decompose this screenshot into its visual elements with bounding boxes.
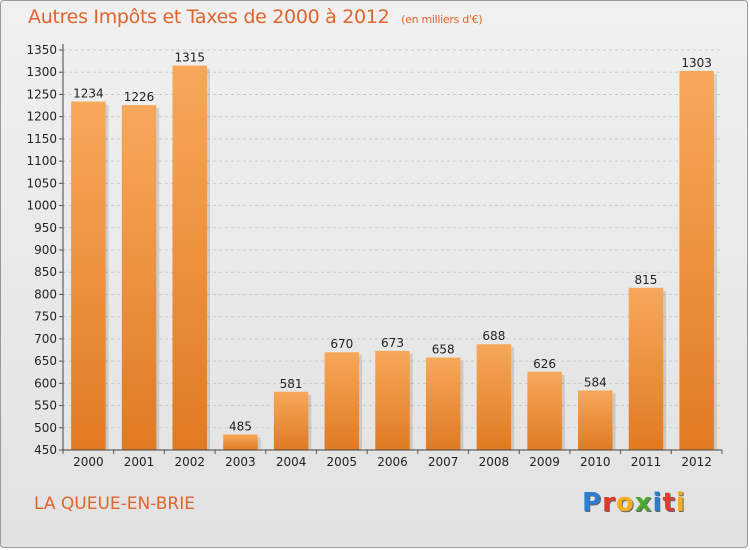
data-labels: 1234 1226 1315 485 581 670 673 658 688 626 584 815 1…: [73, 51, 712, 434]
y-tick-label: 1100: [26, 154, 57, 168]
bar: [172, 65, 207, 451]
x-tick-label: 2005: [327, 455, 358, 469]
bar: [527, 371, 562, 450]
data-label: 1303: [681, 56, 712, 70]
y-axis-ticks: 450 500 550 600 650 700 750 800 850 900 950 1000 105…: [26, 43, 63, 457]
data-label: 584: [584, 375, 607, 389]
y-tick-label: 1150: [26, 132, 57, 146]
chart-title-text: Autres Impôts et Taxes de 2000 à 2012: [28, 6, 390, 28]
data-label: 658: [432, 343, 455, 357]
data-label: 485: [229, 419, 252, 433]
x-tick-label: 2002: [174, 455, 205, 469]
y-tick-label: 950: [34, 221, 57, 235]
data-label: 688: [482, 329, 505, 343]
y-tick-label: 1000: [26, 199, 57, 213]
x-axis-ticks: 2000 2001 2002 2003 2004 2005 2006 2007 2008 2009…: [62, 450, 723, 469]
x-tick-label: 2010: [580, 455, 611, 469]
x-tick-label: 2006: [377, 455, 408, 469]
logo-letter: r: [602, 488, 616, 518]
x-tick-label: 2001: [124, 455, 155, 469]
y-tick-label: 500: [34, 421, 57, 435]
data-label: 1226: [124, 90, 155, 104]
y-tick-label: 1350: [26, 43, 57, 57]
bar: [578, 390, 613, 450]
data-label: 815: [635, 273, 658, 287]
x-tick-label: 2003: [225, 455, 256, 469]
y-tick-label: 800: [34, 287, 57, 301]
chart-title: Autres Impôts et Taxes de 2000 à 2012 (e…: [28, 6, 483, 28]
y-tick-label: 750: [34, 310, 57, 324]
logo-letter: t: [662, 488, 676, 518]
y-tick-label: 1300: [26, 65, 57, 79]
x-tick-label: 2011: [631, 455, 662, 469]
data-label: 626: [533, 357, 556, 371]
y-tick-label: 450: [34, 443, 57, 457]
bar: [628, 287, 664, 450]
x-tick-label: 2008: [479, 455, 510, 469]
y-tick-label: 850: [34, 265, 57, 279]
bar: [324, 352, 360, 450]
data-label: 673: [381, 336, 404, 350]
data-label: 1315: [174, 51, 205, 65]
y-tick-label: 700: [34, 332, 57, 346]
bar: [375, 350, 410, 450]
y-tick-label: 600: [34, 376, 57, 390]
y-tick-label: 1250: [26, 87, 57, 101]
x-tick-label: 2012: [681, 455, 712, 469]
logo-letter: P: [582, 488, 603, 518]
x-tick-label: 2004: [276, 455, 307, 469]
chart-subtitle: (en milliers d'€): [401, 13, 483, 26]
y-tick-label: 550: [34, 399, 57, 413]
logo-letter: x: [634, 488, 653, 518]
logo-letter: o: [615, 488, 635, 518]
bars: [71, 65, 717, 451]
bar: [679, 70, 714, 450]
city-name: LA QUEUE-EN-BRIE: [34, 494, 195, 514]
y-tick-label: 1050: [26, 176, 57, 190]
data-label: 670: [330, 337, 353, 351]
proxiti-logo: Proxiti: [582, 488, 686, 518]
y-tick-label: 650: [34, 354, 57, 368]
axes: [62, 44, 722, 451]
bar: [476, 344, 512, 450]
data-label: 581: [280, 377, 303, 391]
logo-letter: i: [675, 488, 686, 518]
bar: [121, 105, 157, 450]
bar: [273, 391, 309, 450]
x-tick-label: 2009: [529, 455, 560, 469]
logo-letter: i: [652, 488, 663, 518]
bar: [223, 434, 258, 450]
y-tick-label: 900: [34, 243, 57, 257]
bar: [425, 357, 461, 450]
x-tick-label: 2007: [428, 455, 459, 469]
bar: [71, 101, 106, 451]
data-label: 1234: [73, 87, 104, 101]
x-tick-label: 2000: [73, 455, 104, 469]
y-tick-label: 1200: [26, 110, 57, 124]
